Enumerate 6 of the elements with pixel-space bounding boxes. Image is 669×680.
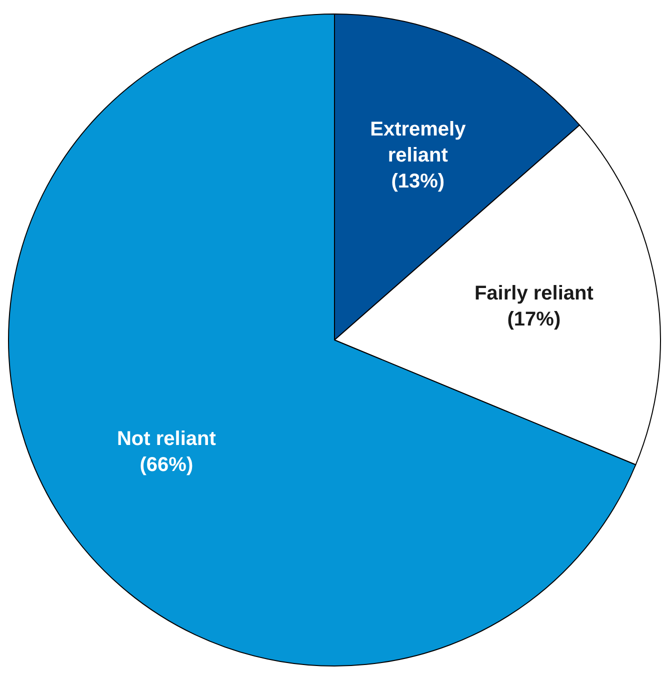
slice-label: Fairly reliant [474,282,594,305]
data-label: (17%) [507,308,561,331]
data-label: (13%) [391,170,445,192]
data-label: (66%) [140,454,194,476]
slice-label: Not reliant [116,428,216,450]
slice-label: Extremely reliant [370,118,467,166]
